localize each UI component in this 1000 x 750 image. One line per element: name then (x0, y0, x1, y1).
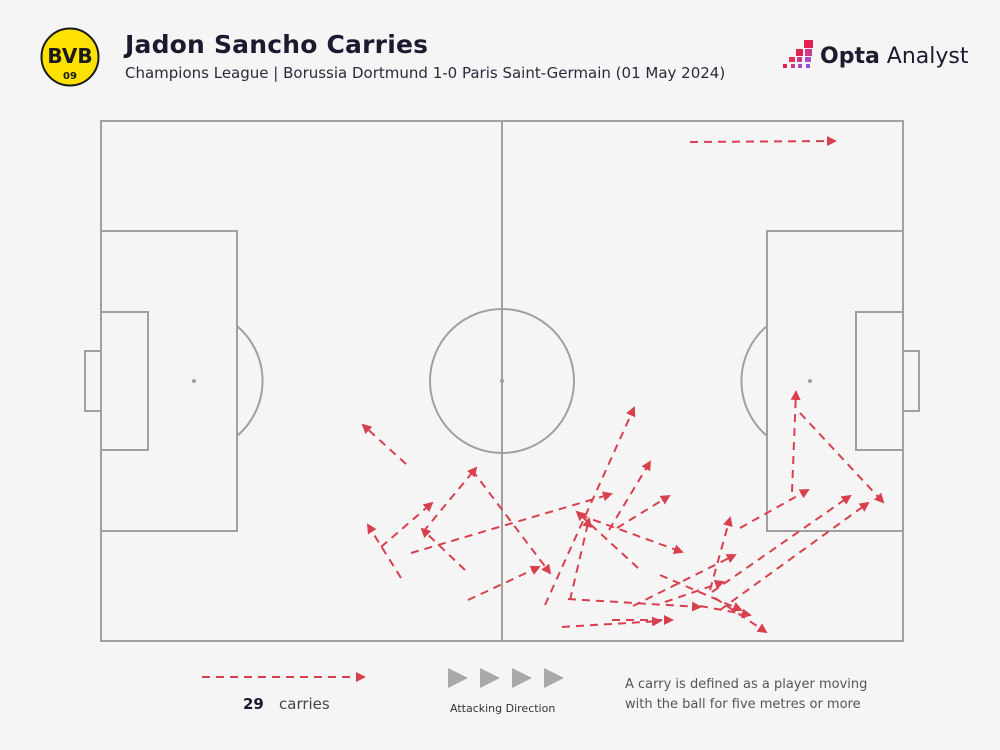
brand-light: Analyst (879, 43, 969, 69)
carry-arrow (719, 501, 870, 611)
carry-arrow (579, 514, 684, 554)
brand-bold: Opta (820, 43, 880, 69)
carry-arrow (361, 423, 407, 465)
chart-subtitle: Champions League | Borussia Dortmund 1-0… (125, 64, 726, 82)
carry-arrow (544, 406, 636, 606)
legend-carry-arrow (202, 672, 366, 682)
carry-arrow (380, 501, 434, 548)
carry-arrow (632, 554, 737, 607)
bvb-logo-year: 09 (63, 71, 77, 82)
carry-arrow (714, 597, 768, 634)
pitch-markings (84, 120, 920, 642)
carry-arrow (711, 494, 852, 593)
opta-pixel-mark-icon (783, 40, 813, 68)
carry-arrows (361, 136, 885, 634)
bvb-club-logo: BVB 09 (40, 27, 100, 87)
center-spot (500, 379, 504, 383)
carry-arrow (420, 527, 466, 571)
definition-line-1: A carry is defined as a player moving (625, 677, 868, 692)
opta-analyst-logo: Opta Analyst (780, 38, 969, 74)
bvb-logo-text: BVB (47, 44, 92, 68)
right-penalty-spot (808, 379, 812, 383)
carry-arrow (410, 491, 613, 554)
carry-arrow (467, 565, 541, 601)
carry-arrow (422, 466, 478, 533)
carry-arrow (790, 390, 801, 493)
carry-arrow (709, 516, 733, 591)
carry-count-label: carries (279, 695, 330, 713)
carry-arrow (366, 523, 402, 579)
carry-arrow (569, 517, 593, 601)
left-penalty-spot (192, 379, 196, 383)
carry-arrow (699, 605, 752, 619)
carry-arrow (616, 494, 671, 529)
carry-arrow (664, 579, 725, 603)
carry-definition: A carry is defined as a player moving wi… (625, 675, 885, 715)
carry-arrow (471, 469, 552, 575)
carry-arrow (739, 489, 810, 529)
carry-count: 29 (243, 695, 264, 713)
chart-title: Jadon Sancho Carries (125, 30, 429, 59)
carry-arrow (561, 616, 662, 628)
carry-arrow (799, 412, 885, 504)
carry-arrow (689, 136, 837, 147)
attacking-direction-arrows-icon (448, 668, 564, 688)
carry-arrow (659, 574, 743, 612)
brand-name: Opta Analyst (820, 44, 969, 69)
attacking-direction-label: Attacking Direction (450, 702, 556, 715)
definition-line-2: with the ball for five metres or more (625, 697, 861, 712)
